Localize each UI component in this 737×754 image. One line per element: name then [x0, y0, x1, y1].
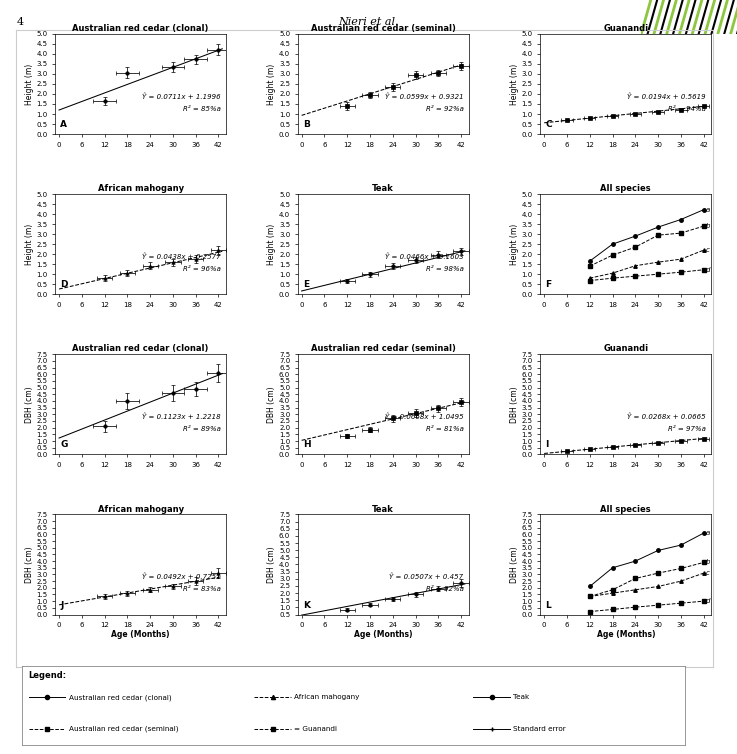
Y-axis label: DBH (cm): DBH (cm): [268, 546, 276, 583]
Text: Legend:: Legend:: [29, 671, 67, 680]
Title: All species: All species: [601, 504, 651, 513]
Text: A: A: [60, 120, 67, 129]
Y-axis label: Height (m): Height (m): [24, 63, 34, 105]
Text: J: J: [60, 600, 64, 609]
Y-axis label: Height (m): Height (m): [510, 63, 519, 105]
Title: African mahogany: African mahogany: [97, 184, 184, 193]
Title: Teak: Teak: [372, 504, 394, 513]
Text: R² = 94%a: R² = 94%a: [668, 106, 706, 112]
Text: Ŷ = 0.0268x + 0.0665: Ŷ = 0.0268x + 0.0665: [627, 414, 706, 420]
Text: Nieri et al.: Nieri et al.: [338, 17, 399, 26]
Text: Australian red cedar (clonal): Australian red cedar (clonal): [69, 694, 171, 700]
Text: Ŷ = 0.0507x + 0.457: Ŷ = 0.0507x + 0.457: [389, 574, 464, 581]
Text: R² = 92%a: R² = 92%a: [426, 587, 464, 593]
Text: Ŷ = 0.0492x + 0.7251: Ŷ = 0.0492x + 0.7251: [142, 574, 221, 581]
X-axis label: Age (Months): Age (Months): [354, 630, 413, 639]
Y-axis label: DBH (cm): DBH (cm): [24, 546, 34, 583]
Text: c: c: [706, 247, 710, 253]
Text: a: a: [706, 207, 710, 213]
Text: B: B: [303, 120, 310, 129]
Text: a: a: [706, 530, 710, 536]
Text: G: G: [60, 440, 68, 449]
Y-axis label: Height (m): Height (m): [24, 223, 34, 265]
Text: Teak: Teak: [513, 694, 529, 700]
Text: F: F: [545, 280, 551, 290]
Text: C: C: [545, 120, 552, 129]
X-axis label: Age (Months): Age (Months): [111, 630, 170, 639]
Text: b: b: [706, 223, 710, 229]
Y-axis label: DBH (cm): DBH (cm): [510, 546, 519, 583]
Text: Standard error: Standard error: [513, 726, 566, 732]
Y-axis label: DBH (cm): DBH (cm): [510, 386, 519, 422]
Text: R² = 92%a: R² = 92%a: [426, 106, 464, 112]
Text: Ŷ = 0.1123x + 1.2218: Ŷ = 0.1123x + 1.2218: [142, 414, 221, 420]
Text: H: H: [303, 440, 310, 449]
Title: All species: All species: [601, 184, 651, 193]
Text: D: D: [60, 280, 68, 290]
Text: Ŷ = 0.0194x + 0.5619: Ŷ = 0.0194x + 0.5619: [627, 93, 706, 100]
Title: Australian red cedar (clonal): Australian red cedar (clonal): [72, 345, 209, 354]
Text: Ŷ = 0.0599x + 0.9321: Ŷ = 0.0599x + 0.9321: [385, 93, 464, 100]
Title: Australian red cedar (clonal): Australian red cedar (clonal): [72, 24, 209, 33]
Text: R² = 98%a: R² = 98%a: [426, 266, 464, 272]
Title: Australian red cedar (seminal): Australian red cedar (seminal): [311, 345, 455, 354]
Text: Ŷ = 0.0668x + 1.0495: Ŷ = 0.0668x + 1.0495: [385, 414, 464, 420]
Text: Ŷ = 0.0438x + 0.2577: Ŷ = 0.0438x + 0.2577: [142, 253, 221, 260]
Title: Guanandi: Guanandi: [604, 24, 649, 33]
X-axis label: Age (Months): Age (Months): [596, 630, 655, 639]
Text: R² = 81%a: R² = 81%a: [426, 426, 464, 432]
Y-axis label: Height (m): Height (m): [510, 223, 519, 265]
Text: R² = 83%a: R² = 83%a: [183, 587, 221, 593]
Text: R² = 89%a: R² = 89%a: [183, 426, 221, 432]
Text: = Guanandi: = Guanandi: [294, 726, 337, 732]
Y-axis label: Height (m): Height (m): [268, 63, 276, 105]
Title: Guanandi: Guanandi: [604, 345, 649, 354]
Title: African mahogany: African mahogany: [97, 504, 184, 513]
Text: c: c: [706, 570, 710, 576]
Title: Australian red cedar (seminal): Australian red cedar (seminal): [311, 24, 455, 33]
Text: K: K: [303, 600, 310, 609]
Text: Australian red cedar (seminal): Australian red cedar (seminal): [69, 726, 178, 732]
Text: R² = 97%a: R² = 97%a: [668, 426, 706, 432]
Text: d: d: [706, 267, 710, 273]
Y-axis label: DBH (cm): DBH (cm): [24, 386, 34, 422]
Title: Teak: Teak: [372, 184, 394, 193]
Text: E: E: [303, 280, 309, 290]
Text: African mahogany: African mahogany: [294, 694, 360, 700]
Y-axis label: Height (m): Height (m): [268, 223, 276, 265]
Text: Ŷ = 0.0711x + 1.1996: Ŷ = 0.0711x + 1.1996: [142, 93, 221, 100]
Y-axis label: DBH (cm): DBH (cm): [268, 386, 276, 422]
Text: b: b: [706, 559, 710, 566]
Text: 4: 4: [16, 17, 24, 26]
Text: I: I: [545, 440, 549, 449]
Text: d: d: [706, 598, 710, 604]
Text: Ŷ = 0.0466x + 0.1603: Ŷ = 0.0466x + 0.1603: [385, 253, 464, 260]
Text: R² = 85%a: R² = 85%a: [183, 106, 221, 112]
Text: L: L: [545, 600, 551, 609]
Text: R² = 96%a: R² = 96%a: [183, 266, 221, 272]
